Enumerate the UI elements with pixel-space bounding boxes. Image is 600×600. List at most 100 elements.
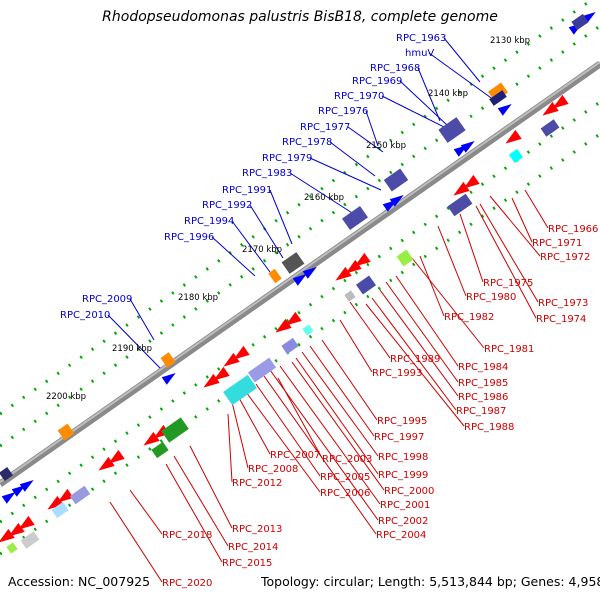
gene-block[interactable] bbox=[151, 441, 169, 459]
gene-label-reverse[interactable]: RPC_2012 bbox=[232, 478, 282, 489]
gene-arrow-reverse[interactable] bbox=[552, 94, 569, 109]
gene-label-reverse[interactable]: RPC_1987 bbox=[456, 406, 506, 417]
gene-arrow-forward[interactable] bbox=[497, 104, 512, 116]
gene-block[interactable] bbox=[223, 374, 257, 406]
gene-arrow-reverse[interactable] bbox=[213, 366, 230, 381]
gene-label-reverse[interactable]: RPC_1971 bbox=[532, 238, 582, 249]
gene-label-forward[interactable]: RPC_1976 bbox=[318, 106, 368, 117]
gene-label-reverse[interactable]: RPC_1974 bbox=[536, 314, 586, 325]
gene-arrow-reverse[interactable] bbox=[505, 129, 522, 144]
gene-label-reverse[interactable]: RPC_2003 bbox=[322, 454, 372, 465]
gene-label-reverse[interactable]: RPC_1997 bbox=[374, 432, 424, 443]
gene-arrow-reverse[interactable] bbox=[223, 352, 240, 367]
gene-label-reverse[interactable]: RPC_1982 bbox=[444, 312, 494, 323]
gene-block[interactable] bbox=[69, 485, 91, 505]
gene-label-forward[interactable]: RPC_2010 bbox=[60, 310, 110, 321]
gene-arrow-reverse[interactable] bbox=[8, 522, 25, 537]
gene-label-forward[interactable]: RPC_1970 bbox=[334, 91, 384, 102]
gene-label-forward[interactable]: RPC_2009 bbox=[82, 294, 132, 305]
gene-arrow-forward[interactable] bbox=[292, 274, 307, 286]
gene-label-reverse[interactable]: RPC_1975 bbox=[483, 278, 533, 289]
gene-arrow-reverse[interactable] bbox=[453, 181, 470, 196]
gene-arrow-forward[interactable] bbox=[11, 485, 26, 497]
gene-label-reverse[interactable]: RPC_1993 bbox=[372, 368, 422, 379]
gene-arrow-reverse[interactable] bbox=[463, 174, 480, 189]
gene-label-reverse[interactable]: RPC_1999 bbox=[378, 470, 428, 481]
gene-label-forward[interactable]: RPC_1963 bbox=[396, 33, 446, 44]
gene-arrow-reverse[interactable] bbox=[47, 495, 64, 510]
gene-label-reverse[interactable]: RPC_1995 bbox=[377, 416, 427, 427]
gene-arrow-reverse[interactable] bbox=[108, 449, 125, 464]
gene-label-forward[interactable]: RPC_1969 bbox=[352, 76, 402, 87]
gene-block[interactable] bbox=[0, 467, 13, 481]
gene-label-reverse[interactable]: RPC_2000 bbox=[384, 486, 434, 497]
gene-label-forward[interactable]: RPC_1996 bbox=[164, 232, 214, 243]
gene-label-reverse[interactable]: RPC_2018 bbox=[162, 530, 212, 541]
gene-label-reverse[interactable]: RPC_2002 bbox=[378, 516, 428, 527]
gene-label-reverse[interactable]: RPC_2001 bbox=[380, 500, 430, 511]
gene-arrow-forward[interactable] bbox=[302, 267, 317, 279]
gene-label-reverse[interactable]: RPC_1972 bbox=[540, 252, 590, 263]
gene-block[interactable] bbox=[302, 324, 314, 336]
gene-arrow-forward[interactable] bbox=[1, 492, 16, 504]
gene-arrow-reverse[interactable] bbox=[203, 373, 220, 388]
gene-block[interactable] bbox=[383, 168, 409, 192]
gene-label-forward[interactable]: RPC_1978 bbox=[282, 137, 332, 148]
gene-label-forward[interactable]: hmuV bbox=[405, 48, 434, 59]
gene-label-reverse[interactable]: RPC_1966 bbox=[548, 224, 598, 235]
gene-arrow-reverse[interactable] bbox=[98, 456, 115, 471]
gene-arrow-reverse[interactable] bbox=[275, 318, 292, 333]
gene-arrow-reverse[interactable] bbox=[143, 431, 160, 446]
gene-arrow-forward[interactable] bbox=[460, 141, 475, 153]
gene-block[interactable] bbox=[6, 542, 18, 554]
gene-arrow-reverse[interactable] bbox=[354, 252, 371, 267]
gene-label-reverse[interactable]: RPC_1973 bbox=[538, 298, 588, 309]
gene-block[interactable] bbox=[20, 531, 40, 549]
gene-block[interactable] bbox=[396, 249, 414, 267]
gene-arrow-reverse[interactable] bbox=[18, 515, 35, 530]
gene-label-reverse[interactable]: RPC_1988 bbox=[464, 422, 514, 433]
gene-label-reverse[interactable]: RPC_2015 bbox=[222, 558, 272, 569]
gene-label-reverse[interactable]: RPC_1985 bbox=[458, 378, 508, 389]
gene-block[interactable] bbox=[342, 206, 368, 230]
gene-block[interactable] bbox=[160, 352, 176, 368]
gene-label-reverse[interactable]: RPC_2007 bbox=[270, 450, 320, 461]
gene-block[interactable] bbox=[247, 357, 277, 383]
gene-label-reverse[interactable]: RPC_1998 bbox=[378, 452, 428, 463]
gene-label-forward[interactable]: RPC_1968 bbox=[370, 63, 420, 74]
gene-block[interactable] bbox=[356, 275, 376, 295]
gene-label-reverse[interactable]: RPC_2013 bbox=[232, 524, 282, 535]
gene-arrow-reverse[interactable] bbox=[542, 101, 559, 116]
gene-label-reverse[interactable]: RPC_2006 bbox=[320, 488, 370, 499]
gene-label-forward[interactable]: RPC_1979 bbox=[262, 153, 312, 164]
gene-label-reverse[interactable]: RPC_2020 bbox=[162, 578, 212, 589]
gene-label-forward[interactable]: RPC_1992 bbox=[202, 200, 252, 211]
gene-label-forward[interactable]: RPC_1994 bbox=[184, 216, 234, 227]
gene-arrow-reverse[interactable] bbox=[0, 528, 15, 543]
gene-block[interactable] bbox=[281, 252, 305, 274]
gene-arrow-reverse[interactable] bbox=[335, 266, 352, 281]
gene-block[interactable] bbox=[438, 117, 466, 143]
gene-block[interactable] bbox=[344, 290, 356, 302]
gene-block[interactable] bbox=[571, 13, 589, 31]
gene-block[interactable] bbox=[509, 149, 523, 163]
gene-label-forward[interactable]: RPC_1991 bbox=[222, 185, 272, 196]
gene-label-reverse[interactable]: RPC_2005 bbox=[320, 472, 370, 483]
gene-label-reverse[interactable]: RPC_1981 bbox=[484, 344, 534, 355]
gene-block[interactable] bbox=[161, 417, 189, 443]
gene-label-reverse[interactable]: RPC_1980 bbox=[466, 292, 516, 303]
gene-label-reverse[interactable]: RPC_1986 bbox=[458, 392, 508, 403]
gene-label-forward[interactable]: RPC_1983 bbox=[242, 168, 292, 179]
gene-arrow-forward[interactable] bbox=[161, 373, 176, 385]
gene-block[interactable] bbox=[281, 337, 299, 355]
gene-arrow-reverse[interactable] bbox=[285, 311, 302, 326]
gene-arrow-forward[interactable] bbox=[19, 480, 34, 492]
gene-label-reverse[interactable]: RPC_1984 bbox=[458, 362, 508, 373]
gene-arrow-reverse[interactable] bbox=[233, 345, 250, 360]
gene-label-forward[interactable]: RPC_1977 bbox=[300, 122, 350, 133]
gene-block[interactable] bbox=[540, 119, 560, 137]
gene-label-reverse[interactable]: RPC_1989 bbox=[390, 354, 440, 365]
gene-block[interactable] bbox=[57, 423, 75, 441]
gene-arrow-reverse[interactable] bbox=[57, 488, 74, 503]
gene-block[interactable] bbox=[268, 268, 282, 284]
